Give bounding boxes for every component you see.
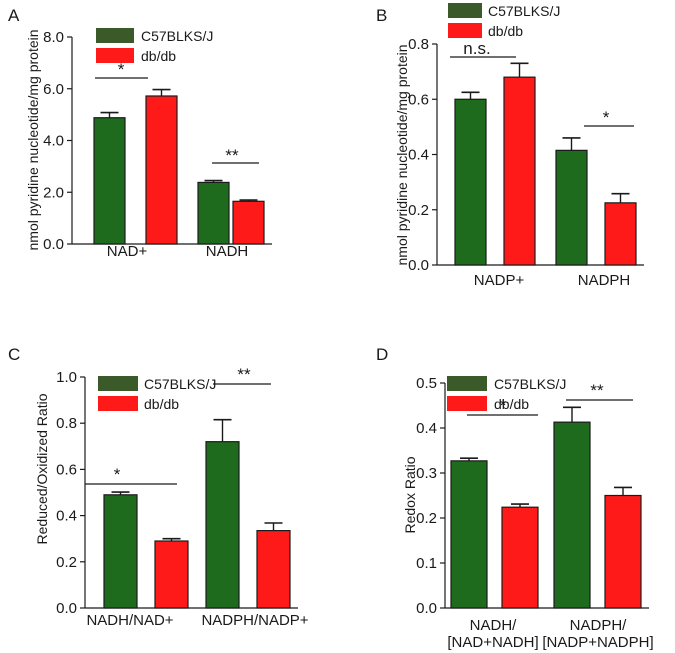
legend-swatch-c57blks (448, 3, 482, 18)
y-tick-label: 2.0 (43, 184, 64, 201)
bar-dbdb (604, 494, 642, 609)
x-category-label: NADP+ (474, 272, 525, 289)
y-tick-label: 0.0 (43, 236, 64, 253)
y-tick-label: 0.0 (416, 600, 437, 617)
significance-marker: ** (590, 381, 604, 400)
y-tick-label: 0.5 (416, 375, 437, 392)
bar-dbdb (503, 76, 536, 266)
panel-label: B (376, 6, 387, 25)
legend-swatch-dbdb (98, 396, 138, 411)
legend-label: db/db (494, 396, 529, 412)
significance-marker: * (114, 465, 121, 484)
y-tick-label: 0.6 (56, 461, 77, 478)
y-tick-label: 0.4 (416, 420, 437, 437)
significance-marker: * (603, 108, 610, 127)
y-axis-label: nmol pyridine nucleotide/mg protein (25, 29, 41, 250)
legend-swatch-dbdb (96, 48, 134, 63)
x-category-label: [NADP+NADPH] (542, 634, 653, 651)
bar-c57blks (103, 494, 138, 609)
panel-label: C (8, 345, 20, 364)
bar-dbdb (154, 540, 189, 609)
panel-label: A (8, 6, 20, 25)
significance-marker: ** (237, 365, 251, 384)
y-tick-label: 0.2 (56, 554, 77, 571)
y-tick-label: 0.0 (408, 257, 429, 274)
y-tick-label: 0.0 (56, 600, 77, 617)
legend-label: db/db (144, 396, 179, 412)
y-tick-label: 0.2 (408, 202, 429, 219)
chart-panel-d: D Redox Ratio 0.0 0.1 0.2 0.3 0.4 0.5 NADH/[NAD+… (376, 345, 654, 651)
panel-label: D (376, 345, 388, 364)
significance-marker: * (118, 60, 125, 79)
bar-c57blks (450, 460, 488, 609)
y-axis-label: Redox Ratio (402, 456, 418, 533)
y-tick-label: 0.8 (408, 36, 429, 53)
bar-dbdb (604, 202, 637, 266)
bar-dbdb (501, 506, 539, 609)
bar-dbdb (145, 95, 178, 245)
significance-marker: ** (225, 146, 239, 165)
bar-dbdb (256, 530, 291, 609)
x-category-label: NADH/NAD+ (86, 612, 173, 629)
x-category-label: NADPH (578, 272, 631, 289)
legend-swatch-c57blks (98, 376, 138, 391)
bar-c57blks (454, 98, 487, 266)
x-category-label: NADH (206, 243, 249, 260)
legend-swatch-c57blks (447, 376, 487, 391)
y-tick-label: 0.4 (56, 508, 77, 525)
bar-c57blks (197, 181, 230, 245)
bar-c57blks (93, 117, 126, 245)
y-tick-label: 4.0 (43, 133, 64, 150)
bar-c57blks (553, 421, 591, 609)
x-category-label: NADH/ (470, 617, 518, 634)
y-tick-label: 8.0 (43, 29, 64, 46)
chart-panel-c: C Reduced/Oxidized Ratio 0.0 0.2 0.4 0.6 0.8 1.… (8, 345, 309, 629)
bar-c57blks (205, 441, 240, 609)
y-tick-label: 6.0 (43, 81, 64, 98)
legend-label: C57BLKS/J (141, 28, 213, 44)
legend-label: db/db (488, 23, 523, 39)
legend-label: C57BLKS/J (488, 3, 560, 19)
y-tick-label: 0.2 (416, 510, 437, 527)
legend-label: db/db (141, 48, 176, 64)
y-axis-label: nmol pyridine nucleotide/mg protein (394, 44, 410, 265)
y-tick-label: 1.0 (56, 369, 77, 386)
significance-marker: * (500, 396, 507, 415)
y-tick-label: 0.8 (56, 415, 77, 432)
y-tick-label: 0.4 (408, 147, 429, 164)
legend-label: C57BLKS/J (144, 376, 216, 392)
x-category-label: NADPH/ (570, 617, 628, 634)
y-axis-label: Reduced/Oxidized Ratio (34, 393, 50, 544)
significance-marker: n.s. (463, 39, 490, 58)
legend-swatch-dbdb (447, 396, 487, 411)
y-tick-label: 0.1 (416, 555, 437, 572)
x-category-label: NADPH/NADP+ (201, 612, 308, 629)
legend-swatch-c57blks (96, 28, 134, 43)
x-category-label: NAD+ (107, 243, 148, 260)
bar-c57blks (555, 149, 588, 266)
legend-label: C57BLKS/J (494, 376, 566, 392)
legend-swatch-dbdb (448, 23, 482, 38)
y-tick-label: 0.6 (408, 91, 429, 108)
x-category-label: [NAD+NADH] (447, 634, 538, 651)
bar-dbdb (232, 200, 265, 245)
y-tick-label: 0.3 (416, 465, 437, 482)
